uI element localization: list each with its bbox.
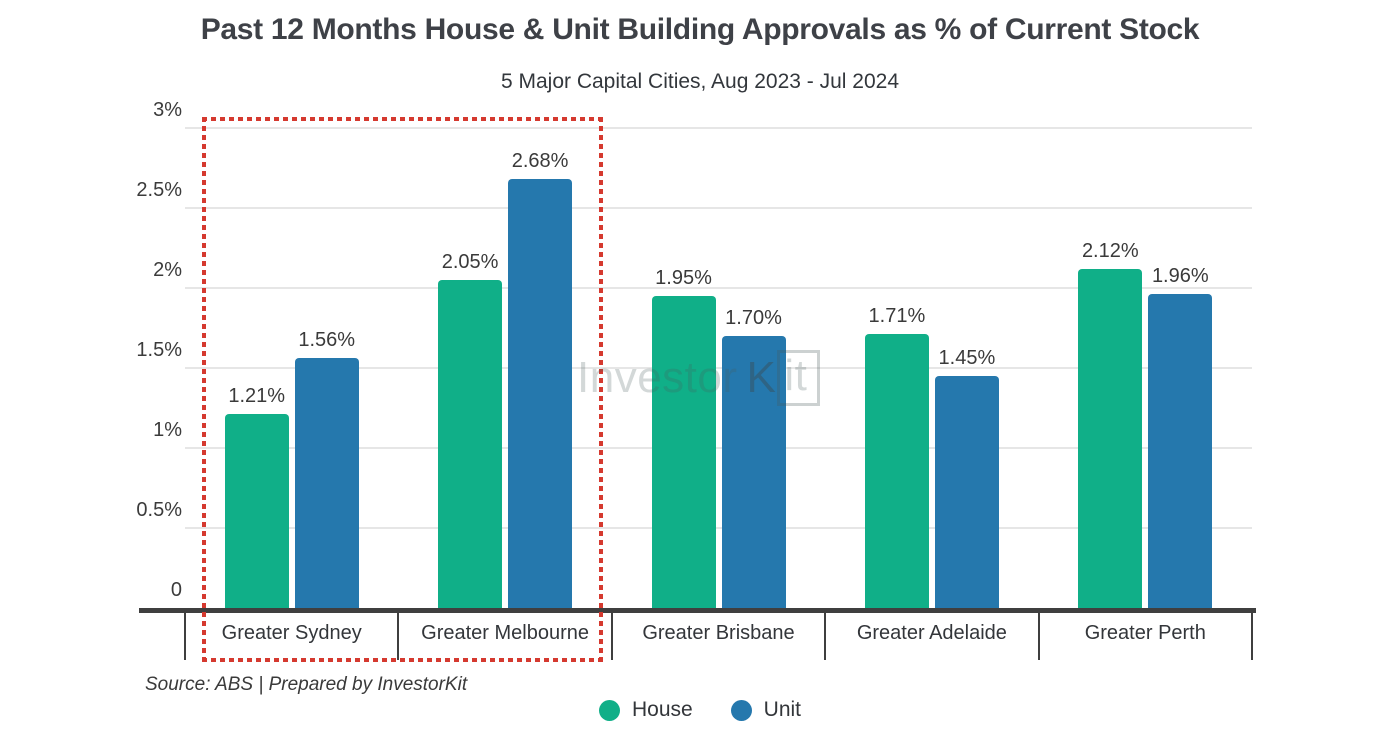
highlight-box-left [202, 117, 206, 662]
value-label-house-greater-melbourne: 2.05% [441, 251, 499, 273]
category-separator [397, 612, 400, 660]
bar-unit-greater-sydney[interactable] [294, 358, 359, 608]
y-axis-tick-2%: 2% [153, 259, 182, 281]
bar-unit-greater-adelaide[interactable] [934, 376, 999, 608]
value-label-house-greater-perth: 2.12% [1081, 239, 1139, 262]
y-axis-tick-0.5%: 0.5% [136, 499, 182, 521]
x-axis-label-greater-adelaide: Greater Adelaide [856, 622, 1007, 644]
bar-unit-greater-perth[interactable] [1148, 294, 1213, 608]
bar-house-greater-melbourne[interactable] [438, 280, 503, 608]
gridline-2% [185, 287, 1252, 289]
y-axis-tick-3%: 3% [153, 99, 182, 121]
house-legend-swatch-icon [598, 699, 620, 721]
y-axis-tick-0: 0 [170, 579, 182, 601]
value-label-unit-greater-brisbane: 1.70% [725, 307, 782, 329]
category-separator [1037, 612, 1040, 660]
value-label-unit-greater-adelaide: 1.45% [938, 347, 996, 369]
value-label-unit-greater-perth: 1.96% [1151, 265, 1209, 288]
highlight-box-top [202, 117, 603, 121]
source-note: Source: ABS | Prepared by InvestorKit [145, 674, 468, 695]
chart-title: Past 12 Months House & Unit Building App… [200, 13, 1200, 46]
gridline-1% [185, 447, 1252, 449]
unit-legend-swatch-icon [730, 699, 752, 721]
category-separator [1251, 612, 1253, 660]
chart-subtitle: 5 Major Capital Cities, Aug 2023 - Jul 2… [500, 70, 900, 93]
x-axis-label-greater-perth: Greater Perth [1084, 622, 1206, 644]
legend-item-house[interactable]: House [598, 698, 693, 722]
x-axis-label-greater-melbourne: Greater Melbourne [421, 622, 590, 644]
highlight-box-bottom [202, 658, 603, 662]
bar-house-greater-adelaide[interactable] [864, 334, 929, 608]
gridline-1.5% [185, 367, 1252, 369]
gridline-3% [185, 127, 1252, 129]
y-axis-tick-2.5%: 2.5% [136, 179, 182, 201]
bar-house-greater-brisbane[interactable] [651, 296, 716, 608]
x-axis-line [139, 608, 1256, 613]
bar-house-greater-sydney[interactable] [224, 414, 289, 608]
legend-label-unit: Unit [763, 698, 802, 721]
y-axis-tick-1%: 1% [153, 419, 182, 441]
category-separator [824, 612, 827, 660]
highlight-box-right [598, 117, 603, 662]
x-axis-label-greater-brisbane: Greater Brisbane [642, 622, 795, 644]
x-axis-label-greater-sydney: Greater Sydney [221, 622, 362, 644]
gridline-0.5% [185, 527, 1252, 529]
value-label-house-greater-sydney: 1.21% [228, 385, 286, 408]
legend: House Unit [0, 698, 1400, 722]
bar-house-greater-perth[interactable] [1078, 268, 1143, 608]
bar-unit-greater-melbourne[interactable] [508, 179, 573, 608]
category-separator [610, 612, 613, 660]
category-separator [184, 612, 186, 660]
legend-label-house: House [631, 698, 693, 721]
y-axis-tick-1.5%: 1.5% [136, 339, 182, 361]
value-label-house-greater-adelaide: 1.71% [868, 305, 926, 328]
value-label-house-greater-brisbane: 1.95% [655, 267, 712, 289]
bar-unit-greater-brisbane[interactable] [721, 336, 786, 608]
value-label-unit-greater-melbourne: 2.68% [511, 150, 569, 173]
legend-item-unit[interactable]: Unit [730, 698, 802, 722]
gridline-2.5% [185, 207, 1252, 209]
value-label-unit-greater-sydney: 1.56% [298, 329, 356, 352]
